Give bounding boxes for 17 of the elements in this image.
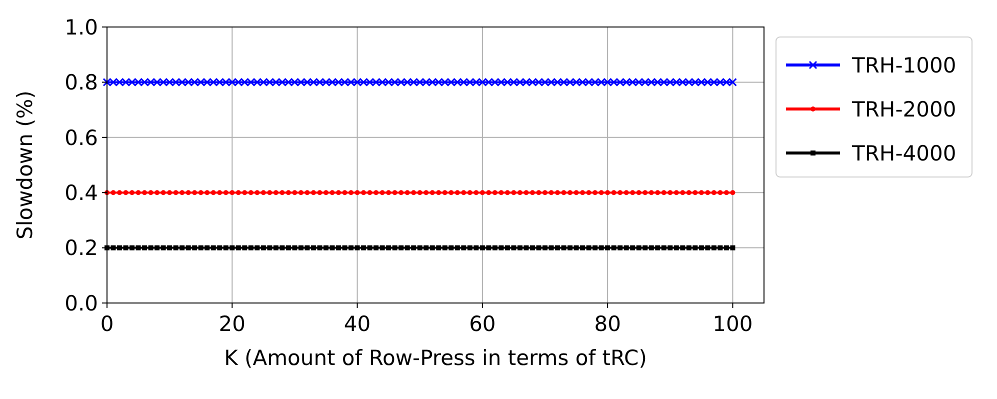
- y-tick-label: 0.2: [64, 236, 98, 260]
- x-tick-label: 100: [712, 312, 753, 336]
- x-tick-label: 20: [218, 312, 246, 336]
- x-tick-label: 80: [594, 312, 621, 336]
- x-axis-title: K (Amount of Row-Press in terms of tRC): [224, 346, 647, 370]
- y-tick-label: 0.8: [64, 70, 98, 95]
- y-tick-label: 0.0: [64, 291, 98, 316]
- y-tick-label: 0.4: [64, 180, 98, 205]
- x-tick-label: 40: [344, 312, 371, 336]
- y-tick-label: 1.0: [64, 15, 98, 40]
- x-tick-label: 60: [469, 312, 496, 336]
- legend-label: TRH-1000: [851, 53, 956, 78]
- legend-label: TRH-4000: [851, 141, 956, 166]
- y-axis-title: Slowdown (%): [13, 90, 37, 240]
- x-tick-label: 0: [100, 312, 114, 336]
- y-tick-label: 0.6: [64, 126, 98, 150]
- legend-label: TRH-2000: [851, 97, 956, 122]
